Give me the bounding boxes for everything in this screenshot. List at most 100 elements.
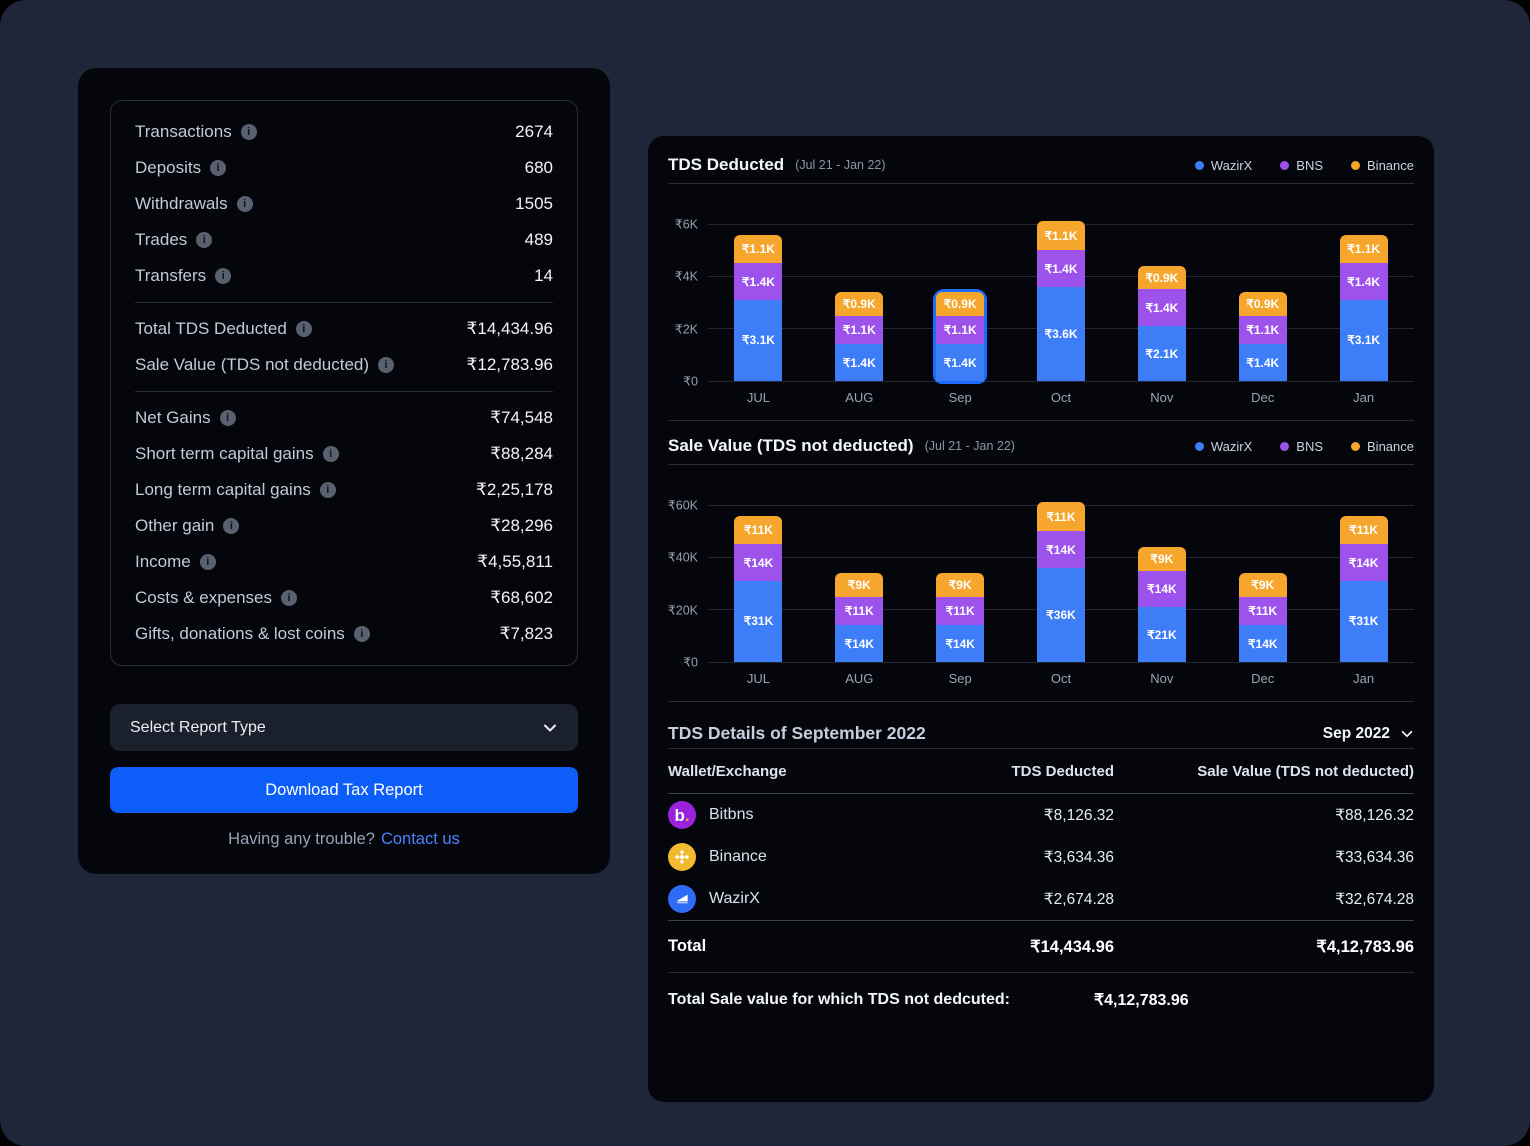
divider xyxy=(668,701,1414,702)
bar-slot: ₹21K ₹14K ₹9K xyxy=(1111,505,1212,662)
bar-nov[interactable]: ₹21K ₹14K ₹9K xyxy=(1137,546,1186,662)
info-icon[interactable]: i xyxy=(223,518,240,534)
month-label: AUG xyxy=(845,671,874,686)
bar-nov[interactable]: ₹2.1K ₹1.4K ₹0.9K xyxy=(1137,265,1186,381)
stat-label: Total TDS Deducted i xyxy=(135,319,312,339)
legend-item-wazirx: WazirX xyxy=(1194,158,1252,173)
report-type-select[interactable]: Select Report Type xyxy=(110,704,578,751)
info-icon[interactable]: i xyxy=(295,321,312,337)
exchange-name: Bitbns xyxy=(709,806,754,823)
bar-dec[interactable]: ₹1.4K ₹1.1K ₹0.9K xyxy=(1238,292,1287,381)
bns-legend-dot-icon xyxy=(1280,160,1290,170)
stat-label: Net Gains i xyxy=(135,408,236,428)
info-icon[interactable]: i xyxy=(378,357,395,373)
bar-segment-bns: ₹1.1K xyxy=(936,315,985,345)
y-axis-tick: ₹40K xyxy=(667,550,698,565)
bar-jan[interactable]: ₹31K ₹14K ₹11K xyxy=(1339,515,1388,662)
divider xyxy=(135,391,553,392)
bar-aug[interactable]: ₹14K ₹11K ₹9K xyxy=(835,573,884,662)
table-total-row: Total ₹14,434.96 ₹4,12,783.96 xyxy=(668,921,1414,972)
chart-title: Sale Value (TDS not deducted) xyxy=(668,436,914,455)
info-icon[interactable]: i xyxy=(319,482,336,498)
bar-jan[interactable]: ₹3.1K ₹1.4K ₹1.1K xyxy=(1339,234,1388,381)
bar-segment-wazirx: ₹21K xyxy=(1137,607,1186,662)
bar-aug[interactable]: ₹1.4K ₹1.1K ₹0.9K xyxy=(835,292,884,381)
bar-slot: ₹14K ₹11K ₹9K xyxy=(1212,505,1313,662)
legend-item-wazirx: WazirX xyxy=(1194,439,1252,454)
bar-dec[interactable]: ₹14K ₹11K ₹9K xyxy=(1238,573,1287,662)
info-icon[interactable]: i xyxy=(353,626,370,642)
sale-value: ₹32,674.28 xyxy=(1335,890,1414,908)
summary-stats-card: Transactions i 2674 Deposits i 680 Withdrawals… xyxy=(110,100,578,666)
stat-value: ₹12,783.96 xyxy=(466,355,553,374)
bar-segment-wazirx: ₹3.1K xyxy=(1339,299,1388,381)
stat-label-text: Income xyxy=(135,552,191,571)
bar-segment-binance: ₹1.1K xyxy=(734,234,783,264)
stat-label-text: Deposits xyxy=(135,158,202,177)
exchange-cell: WazirX xyxy=(668,885,794,913)
chart-header: TDS Deducted (Jul 21 - Jan 22) WazirX BNS… xyxy=(668,136,1414,174)
stat-row: Net Gains i ₹74,548 xyxy=(135,400,553,436)
stat-value: ₹14,434.96 xyxy=(466,319,553,338)
chevron-down-icon xyxy=(544,724,556,731)
y-axis-tick: ₹0 xyxy=(683,374,698,389)
legend-label: Binance xyxy=(1367,157,1414,173)
bar-jul[interactable]: ₹31K ₹14K ₹11K xyxy=(734,515,783,662)
note-label: Total Sale value for which TDS not dedcu… xyxy=(668,991,1010,1008)
bar-slot: ₹14K ₹11K ₹9K xyxy=(809,505,910,662)
info-icon[interactable]: i xyxy=(281,590,298,606)
exchange-cell: b. Bitbns xyxy=(668,801,794,829)
bar-segment-bns: ₹1.4K xyxy=(1037,250,1085,287)
gridline xyxy=(708,380,1414,382)
table-row: Binance ₹3,634.36 ₹33,634.36 xyxy=(668,836,1414,878)
binance-legend-dot-icon xyxy=(1351,160,1361,170)
column-header-sale: Sale Value (TDS not deducted) xyxy=(1197,762,1414,780)
info-icon[interactable]: i xyxy=(322,446,339,462)
wazirx-legend-dot-icon xyxy=(1194,160,1204,170)
stat-label-text: Withdrawals xyxy=(135,194,228,213)
stat-label: Other gain i xyxy=(135,516,240,536)
legend-item-binance: Binance xyxy=(1351,439,1414,454)
info-icon[interactable]: i xyxy=(236,196,253,212)
info-icon[interactable]: i xyxy=(199,554,216,570)
bar-sep[interactable]: ₹1.4K ₹1.1K ₹0.9K xyxy=(936,292,985,381)
contact-us-link[interactable]: Contact us xyxy=(380,830,460,848)
info-icon[interactable]: i xyxy=(196,232,213,248)
divider xyxy=(668,972,1414,973)
tds-deducted-value: ₹8,126.32 xyxy=(1043,806,1114,824)
info-icon[interactable]: i xyxy=(240,124,257,140)
bar-slot: ₹3.1K ₹1.4K ₹1.1K xyxy=(1313,224,1414,381)
y-axis-tick: ₹6K xyxy=(674,217,698,232)
chart-legend: WazirX BNS Binance xyxy=(1194,157,1414,173)
bitbns-icon: b. xyxy=(668,801,696,829)
bar-segment-bns: ₹11K xyxy=(1238,596,1287,626)
stat-label-text: Transactions xyxy=(135,122,232,141)
sale-value: ₹33,634.36 xyxy=(1335,848,1414,866)
bar-oct[interactable]: ₹3.6K ₹1.4K ₹1.1K xyxy=(1037,221,1085,381)
info-icon[interactable]: i xyxy=(210,160,227,176)
download-tax-report-button[interactable]: Download Tax Report xyxy=(110,767,578,813)
month-label: Oct xyxy=(1050,390,1072,405)
stat-label-text: Transfers xyxy=(135,266,207,285)
divider xyxy=(668,464,1414,465)
info-icon[interactable]: i xyxy=(219,410,236,426)
bar-sep[interactable]: ₹14K ₹11K ₹9K xyxy=(936,573,985,662)
bar-oct[interactable]: ₹36K ₹14K ₹11K xyxy=(1037,502,1085,662)
divider xyxy=(668,183,1414,184)
stat-row: Income i ₹4,55,811 xyxy=(135,544,553,580)
info-icon[interactable]: i xyxy=(215,268,232,284)
month-select[interactable]: Sep 2022 xyxy=(1323,725,1414,743)
divider xyxy=(135,302,553,303)
month-label: Jan xyxy=(1353,671,1375,686)
total-label: Total xyxy=(668,937,707,955)
stat-label-text: Short term capital gains xyxy=(135,444,314,463)
month-label: JUL xyxy=(746,671,770,686)
stat-row: Sale Value (TDS not deducted) i ₹12,783.96 xyxy=(135,347,553,383)
stat-label: Long term capital gains i xyxy=(135,480,336,500)
stat-value: ₹28,296 xyxy=(490,516,553,535)
x-axis-labels: JUL AUG Sep Oct Nov Dec Jan xyxy=(708,671,1414,701)
bar-jul[interactable]: ₹3.1K ₹1.4K ₹1.1K xyxy=(734,234,783,381)
divider xyxy=(668,748,1414,749)
stat-label-text: Gifts, donations & lost coins xyxy=(135,624,345,643)
bar-slot: ₹14K ₹11K ₹9K xyxy=(910,505,1011,662)
